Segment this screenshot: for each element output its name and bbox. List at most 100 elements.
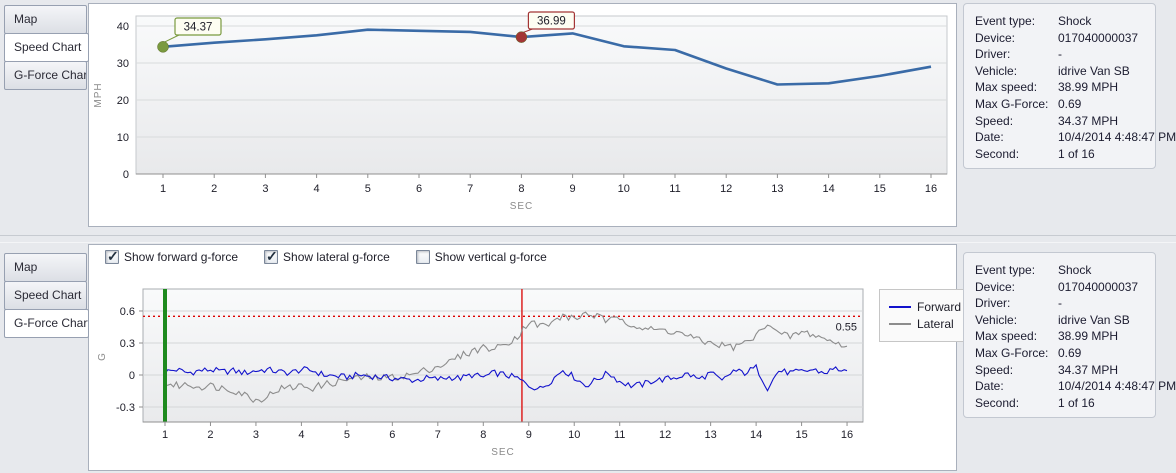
x-tick-label: 4 xyxy=(314,183,320,195)
info-label: Max G-Force: xyxy=(975,96,1049,111)
info-row-max-speed: Max speed: 38.99 MPH xyxy=(975,79,1145,96)
y-tick-label: 20 xyxy=(117,95,129,107)
info-label: Vehicle: xyxy=(975,312,1018,327)
checkbox-label: Show lateral g-force xyxy=(283,250,390,264)
x-tick-label: 3 xyxy=(262,183,268,195)
info-label: Device: xyxy=(975,279,1016,294)
info-row-device: Device: 017040000037 xyxy=(975,279,1145,296)
x-tick-label: 10 xyxy=(618,183,630,195)
legend-entry-forward: Forward xyxy=(889,300,961,314)
info-row-second: Second: 1 of 16 xyxy=(975,146,1145,163)
info-value: Shock xyxy=(1058,14,1092,28)
checkbox-box[interactable] xyxy=(415,250,430,264)
y-axis-title: G xyxy=(97,353,108,361)
x-axis-title: SEC xyxy=(510,201,534,212)
y-tick-label: 0.6 xyxy=(120,306,135,318)
info-row-vehicle: Vehicle: idrive Van SB xyxy=(975,63,1145,80)
gforce-chart[interactable]: -0.300.30.60.551 2 3 4 5 6 7 8 9 10 11 12 13 14 15 16SE… xyxy=(89,273,877,467)
tab-speed-chart[interactable]: Speed Chart xyxy=(4,33,89,62)
checkbox-box[interactable] xyxy=(105,248,119,265)
info-label: Driver: xyxy=(975,296,1011,311)
info-value: 0.69 xyxy=(1058,96,1082,111)
y-tick-label: -0.3 xyxy=(116,402,135,414)
info-value: 017040000037 xyxy=(1058,30,1139,45)
x-tick-label: 10 xyxy=(568,429,580,441)
legend-swatch xyxy=(889,323,911,325)
marker-label: 36.99 xyxy=(537,16,566,28)
info-label: Vehicle: xyxy=(975,63,1018,78)
x-tick-label: 6 xyxy=(389,429,395,441)
checkbox-label: Show forward g-force xyxy=(124,250,239,264)
x-tick-label: 11 xyxy=(614,429,625,441)
marker-label-box xyxy=(174,17,222,36)
x-tick-label: 14 xyxy=(750,429,762,441)
lateral-gforce-line xyxy=(164,311,848,404)
tab-map[interactable]: Map xyxy=(4,5,87,34)
x-tick-label: 8 xyxy=(518,183,524,195)
speed-chart-panel: 0 10 20 30 40 1 2 3 4 5 6 7 8 9 10 11 12 13 14 15 16 SEC MPH 34… xyxy=(88,3,957,227)
marker-label-box xyxy=(527,11,575,30)
checkbox-show-vertical-g-force[interactable]: Show vertical g-force xyxy=(415,250,547,264)
x-tick-label: 7 xyxy=(467,183,473,195)
x-tick-label: 9 xyxy=(526,429,532,441)
speed-chart-row: Map Speed Chart G-Force Chart 0 10 20 30 40 1 2 3… xyxy=(0,0,1176,232)
info-value: 34.37 MPH xyxy=(1058,362,1119,377)
x-tick-label: 12 xyxy=(720,183,732,195)
marker-label: 34.37 xyxy=(184,22,213,34)
info-row-max-speed: Max speed: 38.99 MPH xyxy=(975,328,1145,345)
checkbox-show-forward-g-force[interactable]: Show forward g-force xyxy=(105,248,239,265)
info-row-driver: Driver: - xyxy=(975,295,1145,312)
x-tick-label: 7 xyxy=(435,429,441,441)
info-value: 34.37 MPH xyxy=(1058,113,1119,128)
info-value: idrive Van SB xyxy=(1058,63,1130,78)
forward-gforce-line xyxy=(164,363,848,392)
marker-leader xyxy=(162,34,180,44)
speed-row-tabstrip: Map Speed Chart G-Force Chart xyxy=(4,5,89,90)
marker-point xyxy=(157,41,169,53)
info-label: Speed: xyxy=(975,113,1014,128)
info-row-speed: Speed: 34.37 MPH xyxy=(975,362,1145,379)
row-divider xyxy=(0,235,1176,243)
info-label: Max speed: xyxy=(975,80,1038,95)
info-label: Date: xyxy=(975,379,1004,394)
x-tick-label: 5 xyxy=(344,429,350,441)
y-tick-label: 0 xyxy=(123,169,129,181)
info-value: 017040000037 xyxy=(1058,279,1139,294)
gforce-chart-panel: Show forward g-force Show lateral g-force… xyxy=(88,244,972,471)
x-tick-label: 15 xyxy=(874,183,886,195)
speed-plot-area xyxy=(135,15,948,175)
info-row-max-g-force: Max G-Force: 0.69 xyxy=(975,96,1145,113)
y-tick-label: 0.3 xyxy=(120,338,135,350)
info-label: Event type: xyxy=(975,263,1036,277)
x-axis-title: SEC xyxy=(491,447,515,458)
speed-line xyxy=(162,28,932,86)
x-tick-label: 16 xyxy=(841,429,853,441)
x-tick-label: 13 xyxy=(705,429,717,441)
tab-map[interactable]: Map xyxy=(4,253,87,282)
x-tick-label: 15 xyxy=(795,429,807,441)
info-label: Max speed: xyxy=(975,329,1038,344)
y-tick-label: 30 xyxy=(117,58,129,70)
x-tick-label: 9 xyxy=(570,183,576,195)
info-value: 1 of 16 xyxy=(1058,395,1095,410)
info-value: Shock xyxy=(1058,263,1092,277)
x-tick-label: 2 xyxy=(207,429,213,441)
gforce-row-tabstrip: Map Speed Chart G-Force Chart xyxy=(4,253,89,338)
info-row-speed: Speed: 34.37 MPH xyxy=(975,113,1145,130)
info-label: Speed: xyxy=(975,362,1014,377)
legend-label: Lateral xyxy=(917,317,954,331)
tab-g-force-chart[interactable]: G-Force Chart xyxy=(4,61,87,90)
info-value: - xyxy=(1058,296,1062,311)
info-value: 38.99 MPH xyxy=(1058,80,1119,95)
tab-speed-chart[interactable]: Speed Chart xyxy=(4,281,87,310)
tab-g-force-chart[interactable]: G-Force Chart xyxy=(4,309,89,338)
y-axis-title: MPH xyxy=(93,82,104,107)
gforce-checkbox-row: Show forward g-force Show lateral g-force… xyxy=(105,248,547,265)
info-row-date: Date: 10/4/2014 4:48:47 PM xyxy=(975,378,1176,395)
checkbox-box[interactable] xyxy=(264,248,279,265)
gforce-plot-area xyxy=(142,288,864,423)
checkbox-show-lateral-g-force[interactable]: Show lateral g-force xyxy=(264,248,390,265)
x-tick-label: 3 xyxy=(253,429,259,441)
marker-point xyxy=(515,31,528,43)
